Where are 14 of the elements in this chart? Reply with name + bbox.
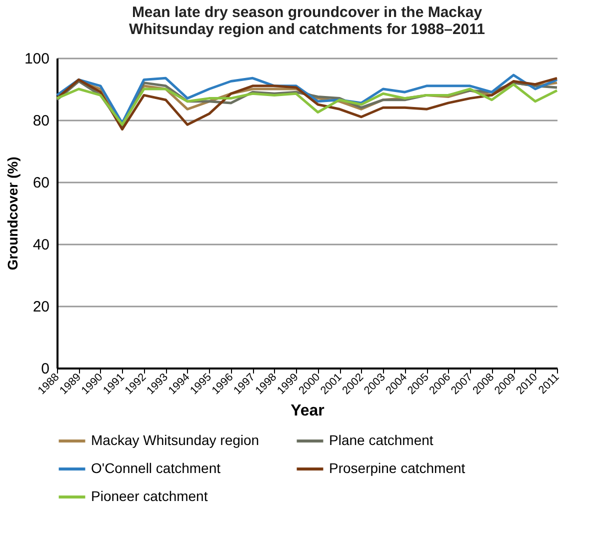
x-axis-title: Year bbox=[290, 402, 324, 420]
y-tick-label: 20 bbox=[32, 298, 50, 316]
y-tick-label: 100 bbox=[24, 50, 50, 68]
y-axis-title: Groundcover (%) bbox=[4, 156, 20, 270]
y-tick-label: 80 bbox=[32, 112, 50, 130]
legend-label: Plane catchment bbox=[329, 432, 434, 448]
legend-label: O'Connell catchment bbox=[91, 460, 221, 476]
y-tick-label: 0 bbox=[41, 360, 50, 378]
legend-label: Proserpine catchment bbox=[329, 460, 466, 476]
chart-title: Mean late dry season groundcover in the Mackay Whitsunday region and catchments for 1988–2011 bbox=[129, 4, 485, 38]
legend-label: Pioneer catchment bbox=[91, 488, 208, 504]
legend-label: Mackay Whitsunday region bbox=[91, 432, 260, 448]
y-tick-label: 40 bbox=[32, 236, 50, 254]
y-tick-label: 60 bbox=[32, 174, 50, 192]
